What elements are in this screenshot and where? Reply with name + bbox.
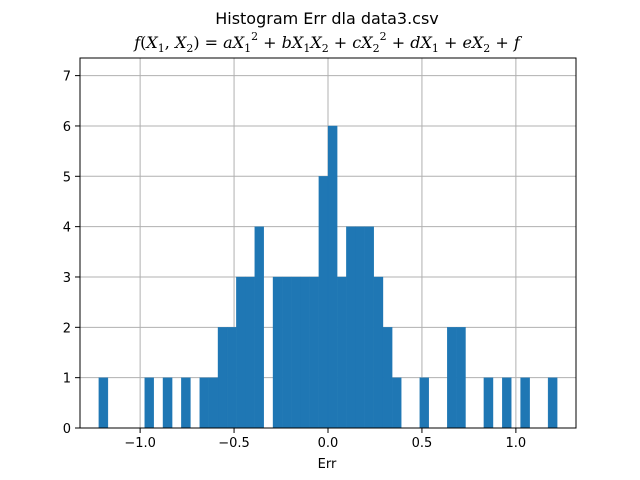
x-axis-ticks: −1.0 −0.5 0.0 0.5 1.0	[124, 428, 526, 451]
histogram-bar	[355, 226, 365, 429]
histogram-bar	[162, 377, 173, 429]
y-tick-label: 1	[63, 372, 71, 387]
x-tick-label: 0.0	[318, 436, 339, 451]
histogram-bar	[327, 125, 338, 429]
histogram-bar	[392, 377, 402, 429]
y-tick-label: 4	[63, 221, 71, 236]
histogram-bar	[144, 377, 154, 429]
x-tick-label: −1.0	[124, 436, 156, 451]
y-tick-label: 6	[63, 120, 71, 135]
x-axis-label: Err	[318, 457, 337, 472]
x-tick-label: 0.5	[412, 436, 433, 451]
y-tick-label: 3	[63, 271, 71, 286]
chart-subtitle-formula: f(X1, X2) = aX12 + bX1X2 + cX22 + dX1 + …	[133, 30, 523, 55]
histogram-bar	[98, 377, 109, 429]
histogram-bar	[272, 276, 283, 429]
histogram-bar	[309, 276, 319, 429]
histogram-bar	[447, 327, 457, 429]
histogram-bar	[337, 276, 347, 429]
histogram-bar	[254, 226, 264, 429]
y-tick-label: 0	[63, 422, 71, 437]
histogram-bar	[373, 276, 384, 429]
histogram-bar	[456, 327, 466, 429]
x-tick-label: −0.5	[218, 436, 250, 451]
histogram-bar	[208, 377, 219, 429]
chart-title: Histogram Err dla data3.csv	[215, 9, 439, 28]
histogram-bar	[346, 226, 356, 429]
histogram-bar	[318, 176, 329, 429]
histogram-bar	[483, 377, 494, 429]
histogram-bar	[181, 377, 191, 429]
histogram-bar	[364, 226, 374, 429]
y-tick-label: 2	[63, 321, 71, 336]
histogram-bar	[282, 276, 292, 429]
histogram-bar	[291, 276, 301, 429]
histogram-bar	[217, 327, 228, 429]
histogram-bars	[98, 125, 558, 429]
histogram-bar	[236, 276, 246, 429]
histogram-bar	[226, 327, 237, 429]
histogram-bar	[382, 327, 393, 429]
histogram-bar	[502, 377, 512, 429]
histogram-bar	[245, 276, 255, 429]
histogram-bar	[547, 377, 558, 429]
histogram-bar	[520, 377, 530, 429]
x-tick-label: 1.0	[506, 436, 527, 451]
histogram-bar	[419, 377, 430, 429]
histogram-bar	[199, 377, 209, 429]
histogram-bar	[300, 276, 310, 429]
y-tick-label: 7	[63, 70, 71, 85]
y-tick-label: 5	[63, 170, 71, 185]
y-axis-ticks: 0 1 2 3 4 5 6 7	[63, 70, 80, 437]
